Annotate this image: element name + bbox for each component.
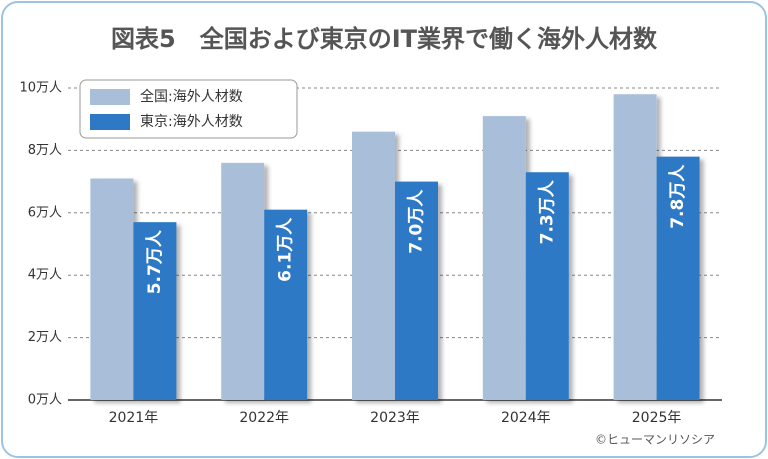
y-tick-label: 2万人	[28, 330, 62, 345]
bar	[482, 116, 526, 400]
x-tick-label: 2022年	[239, 410, 289, 426]
bar	[133, 222, 177, 400]
bar	[90, 178, 134, 400]
y-tick-label: 0万人	[28, 393, 62, 408]
source: ©ヒューマンリソシア	[595, 433, 715, 447]
y-tick-label: 6万人	[28, 205, 62, 220]
bar	[352, 131, 395, 400]
y-tick-label: 10万人	[19, 81, 62, 96]
value-label: 7.0万人	[407, 189, 427, 254]
bar	[395, 181, 438, 400]
x-tick-label: 2025年	[632, 410, 682, 426]
bar	[221, 162, 265, 400]
legend-swatch	[90, 114, 130, 130]
legend-swatch	[90, 89, 130, 105]
legend-label: 全国:海外人材数	[140, 88, 243, 105]
y-tick-label: 4万人	[28, 268, 62, 283]
value-label: 7.3万人	[537, 179, 557, 244]
bar	[656, 156, 700, 400]
bar	[525, 172, 569, 400]
x-tick-label: 2024年	[501, 410, 551, 426]
value-label: 5.7万人	[145, 229, 165, 294]
x-tick-label: 2021年	[109, 410, 159, 426]
legend-box	[79, 79, 298, 139]
chart-title: 図表5 全国および東京のIT業界で働く海外人材数	[111, 25, 658, 53]
x-tick-label: 2023年	[370, 410, 420, 426]
bar	[613, 94, 657, 401]
value-label: 7.8万人	[668, 164, 688, 229]
legend-label: 東京:海外人材数	[140, 114, 243, 130]
value-label: 6.1万人	[276, 217, 296, 282]
bar	[264, 209, 308, 400]
y-tick-label: 8万人	[28, 143, 62, 158]
